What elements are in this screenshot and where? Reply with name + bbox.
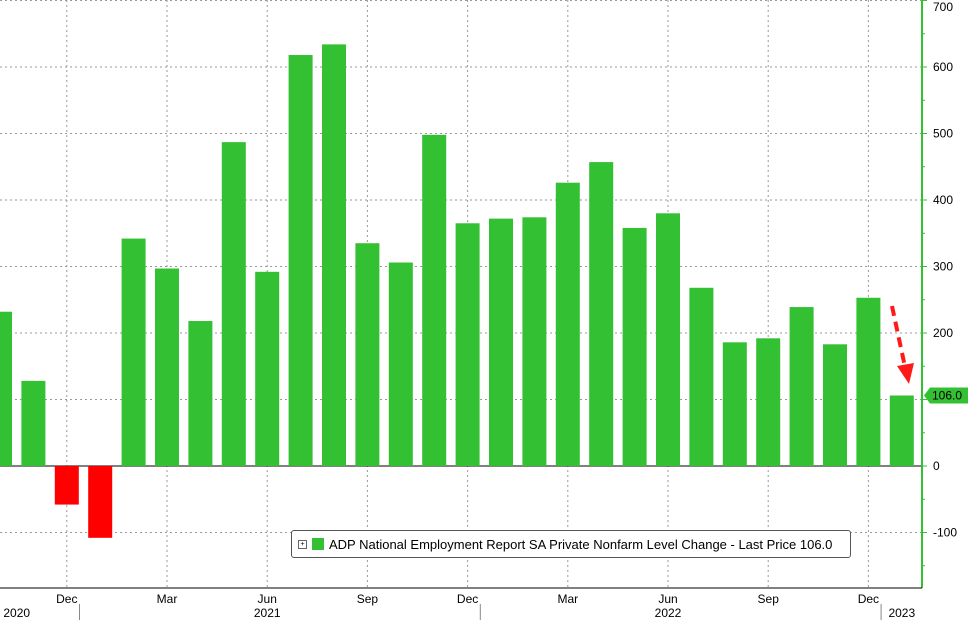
y-tick-label: 600 xyxy=(933,60,953,74)
y-axis: -1000100200300400500600700 xyxy=(921,0,957,588)
bar xyxy=(388,262,413,466)
bar xyxy=(589,162,614,466)
bar xyxy=(823,344,847,466)
x-tick-label: Sep xyxy=(357,592,379,606)
y-tick-label: 300 xyxy=(933,260,953,274)
bar xyxy=(155,268,179,466)
bar xyxy=(322,44,346,466)
legend-text: ADP National Employment Report SA Privat… xyxy=(329,536,833,552)
trend-arrow-shaft xyxy=(890,305,907,368)
bar xyxy=(355,243,380,466)
x-tick-label: Jun xyxy=(658,592,677,606)
x-tick-label: Dec xyxy=(56,592,77,606)
bar xyxy=(756,338,781,466)
legend-swatch xyxy=(312,538,324,550)
bar xyxy=(555,182,580,466)
x-year-label: 2022 xyxy=(655,606,682,620)
bar xyxy=(455,223,480,466)
chart-legend: + ADP National Employment Report SA Priv… xyxy=(291,530,851,558)
y-tick-label: 0 xyxy=(933,459,940,473)
chart-annotations: 106.0 xyxy=(890,305,968,404)
bar xyxy=(121,238,146,466)
bar xyxy=(522,217,547,466)
bar xyxy=(789,307,814,466)
bar xyxy=(722,342,747,466)
x-tick-label: Mar xyxy=(157,592,178,606)
bar xyxy=(889,395,914,466)
bar xyxy=(622,227,647,466)
bar xyxy=(656,213,680,466)
x-tick-label: Mar xyxy=(557,592,578,606)
bar xyxy=(489,218,513,466)
bar xyxy=(88,466,113,538)
x-year-label: 2023 xyxy=(888,606,915,620)
x-tick-label: Sep xyxy=(758,592,780,606)
last-price-label: 106.0 xyxy=(932,389,962,403)
bar xyxy=(255,271,280,466)
y-tick-label: 700 xyxy=(933,0,953,14)
x-tick-label: Dec xyxy=(457,592,478,606)
bar xyxy=(422,134,447,466)
x-year-label: 2020 xyxy=(3,606,30,620)
x-year-label: 2021 xyxy=(254,606,281,620)
y-tick-label: 500 xyxy=(933,127,953,141)
bar xyxy=(856,297,881,466)
last-price-tag xyxy=(924,387,968,404)
bar xyxy=(0,311,12,466)
legend-toggle-icon[interactable]: + xyxy=(298,539,307,549)
trend-arrow-head-icon xyxy=(897,363,914,384)
x-axis: Dec Mar Jun Sep Dec Mar Jun Sep Dec 2020 2021 2022 2… xyxy=(0,587,922,620)
x-tick-label: Dec xyxy=(858,592,879,606)
bar xyxy=(288,55,313,466)
y-tick-label: 400 xyxy=(933,193,953,207)
y-tick-label: 200 xyxy=(933,326,953,340)
bar xyxy=(21,380,46,466)
x-tick-label: Jun xyxy=(258,592,277,606)
chart-bars xyxy=(0,44,914,538)
y-tick-label: -100 xyxy=(933,526,957,540)
bar xyxy=(54,466,79,505)
bar xyxy=(188,321,213,466)
bar xyxy=(689,287,714,466)
bar xyxy=(221,142,246,466)
